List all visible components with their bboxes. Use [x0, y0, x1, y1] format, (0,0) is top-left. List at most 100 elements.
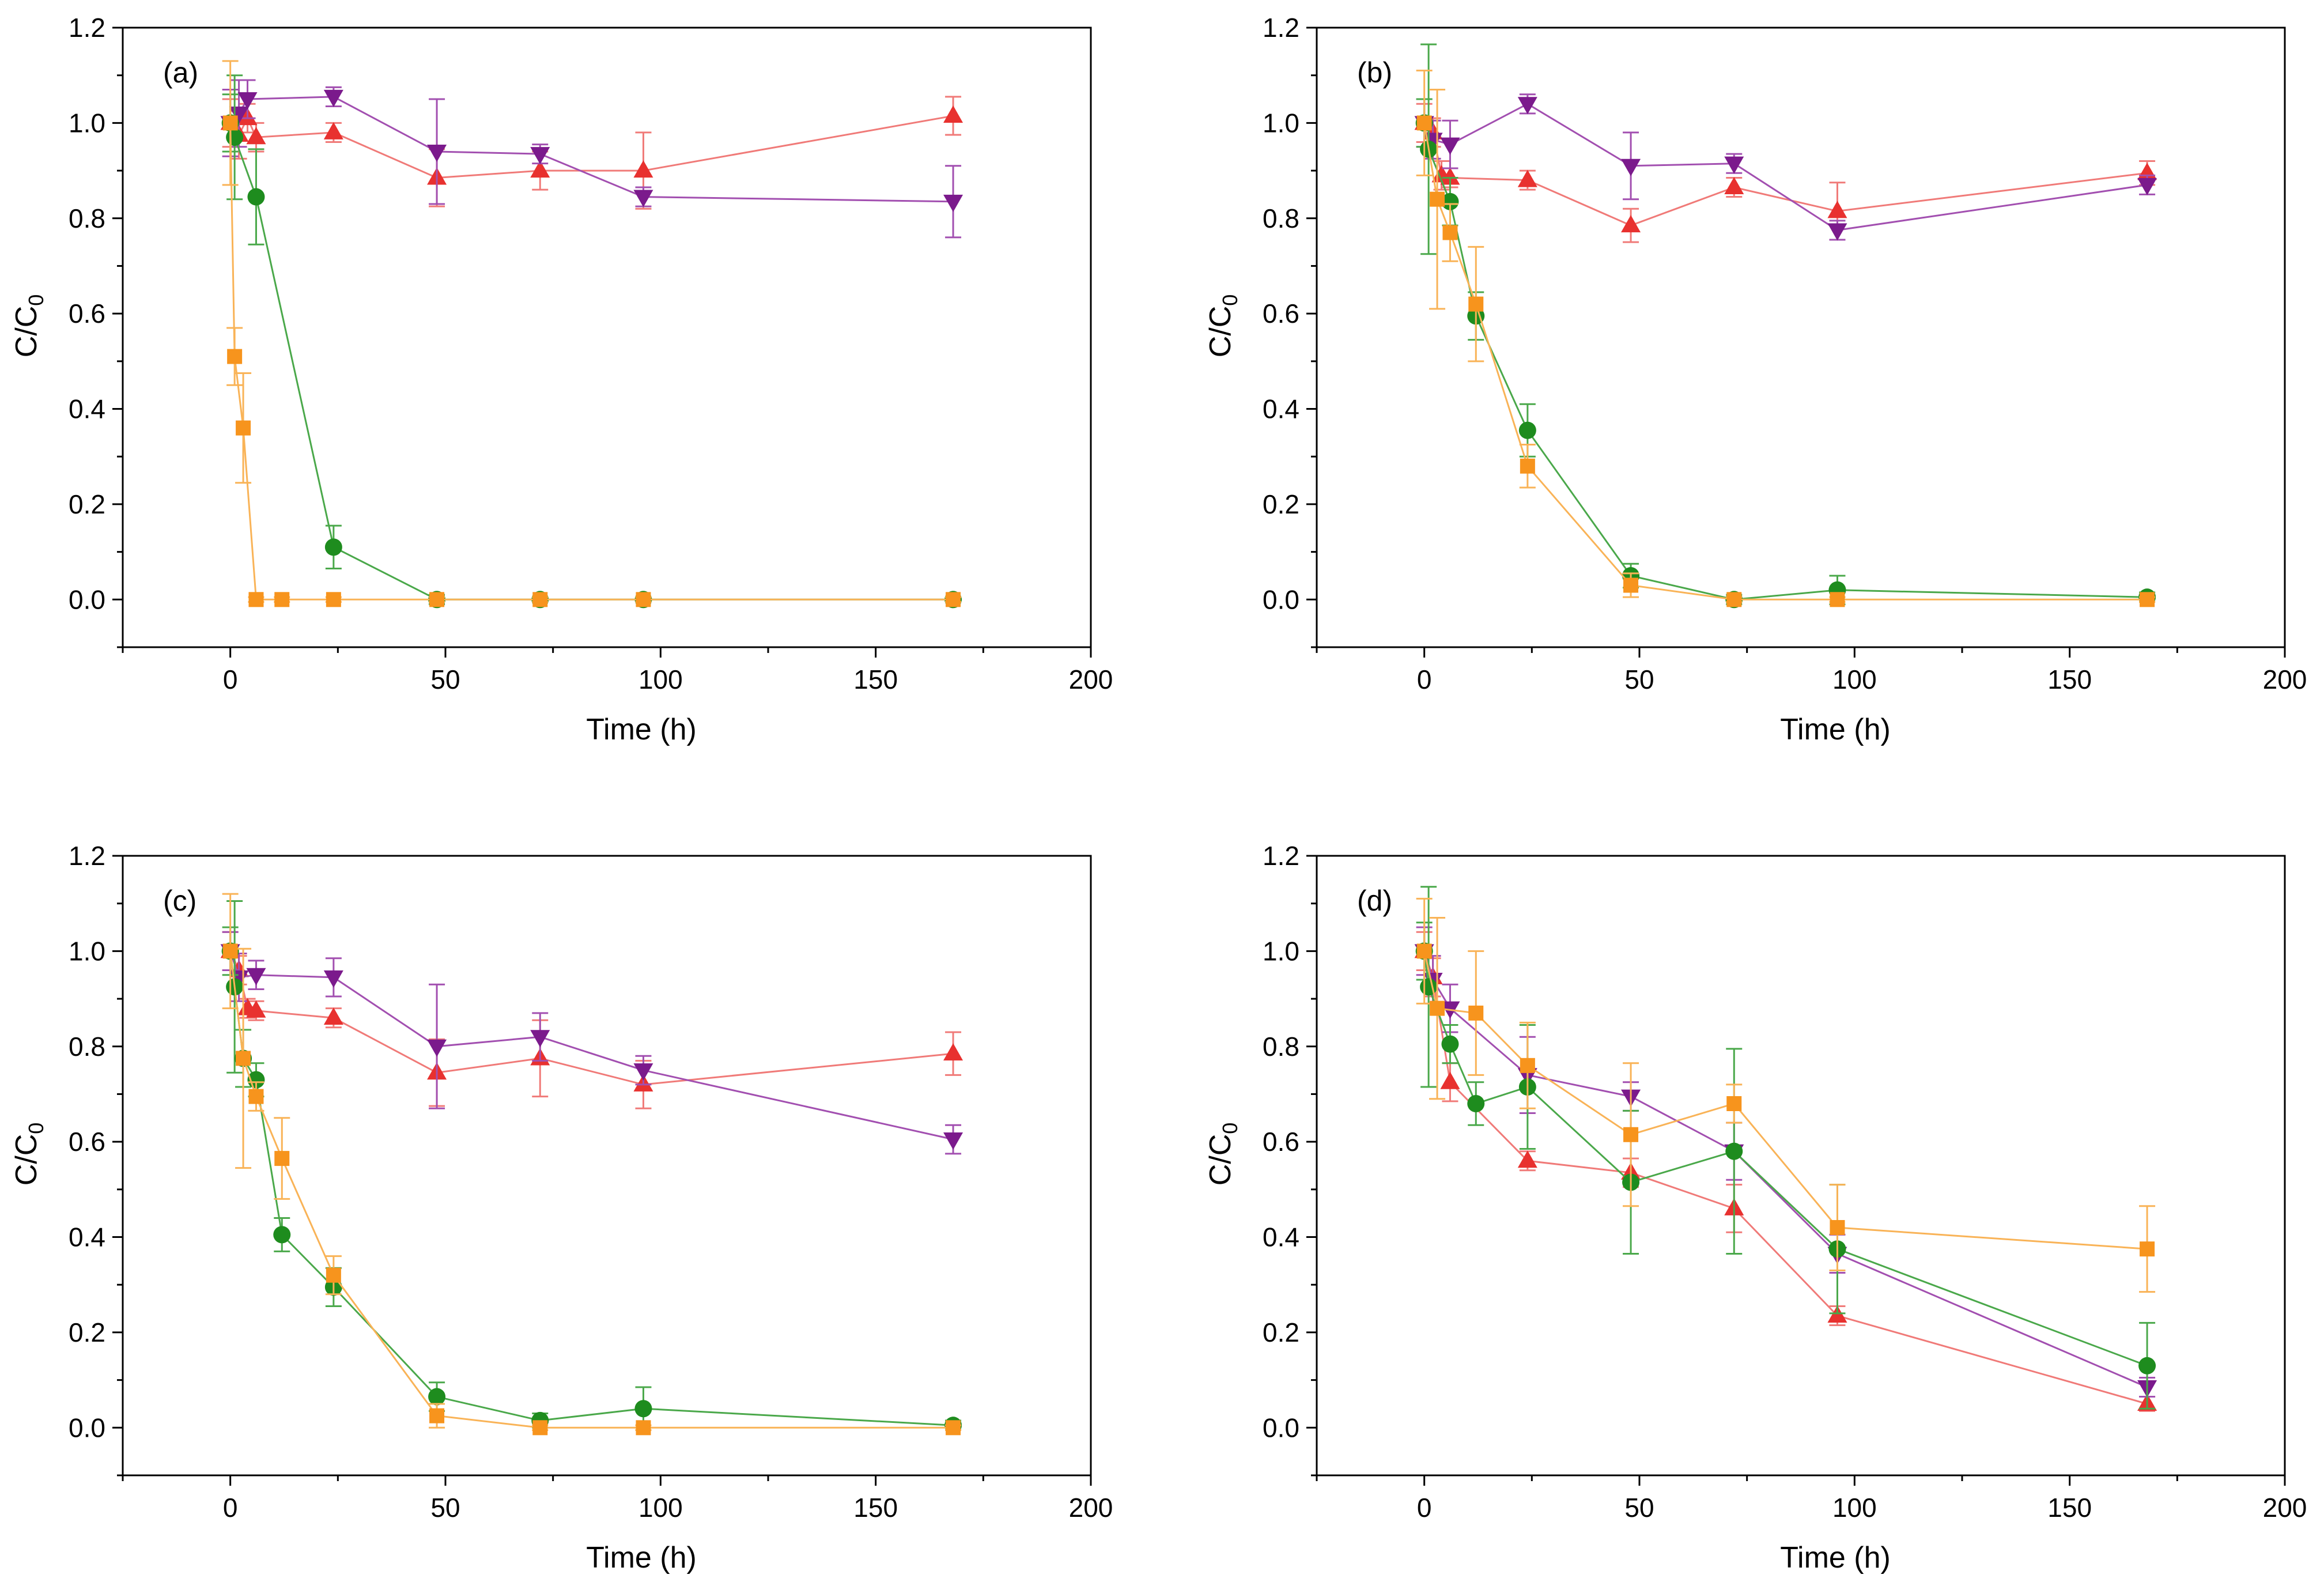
x-tick-label: 0	[223, 664, 238, 694]
x-tick-label: 200	[1069, 1493, 1113, 1523]
y-tick-label: 1.0	[69, 108, 105, 138]
data-point-red	[1724, 177, 1744, 195]
data-point-red	[1517, 1150, 1537, 1168]
data-point-red	[1827, 201, 1847, 218]
data-point-orange	[946, 1420, 961, 1436]
y-tick-label: 0.8	[1263, 1032, 1299, 1062]
y-axis-title-subscript: 0	[1218, 1123, 1242, 1134]
x-tick-label: 50	[430, 664, 460, 694]
data-point-red	[530, 160, 550, 178]
series-orange	[222, 893, 962, 1436]
series-line-orange	[229, 123, 954, 601]
x-tick-label: 50	[430, 1493, 460, 1523]
data-point-orange	[1430, 191, 1445, 207]
y-tick-label: 0.0	[69, 584, 105, 614]
y-axis-title-main: C/C	[1204, 1134, 1237, 1186]
y-tick-label: 1.0	[1263, 108, 1299, 138]
x-tick-label: 0	[1417, 1493, 1432, 1523]
data-point-red	[943, 1043, 963, 1061]
y-tick-label: 0.4	[1263, 394, 1299, 424]
data-point-orange	[429, 1408, 445, 1423]
data-point-orange	[1416, 943, 1432, 959]
data-point-purple	[1621, 158, 1641, 176]
y-tick-label: 0.8	[1263, 203, 1299, 233]
y-tick-label: 0.0	[1263, 1413, 1299, 1442]
data-point-green	[428, 1388, 446, 1406]
data-point-red	[1517, 169, 1537, 187]
data-point-red	[323, 1007, 343, 1025]
data-point-orange	[2140, 592, 2155, 607]
data-point-red	[246, 127, 266, 145]
y-tick-label: 0.6	[69, 299, 105, 328]
data-point-green	[1441, 1035, 1459, 1053]
x-tick-label: 0	[1417, 664, 1432, 694]
data-point-orange	[1520, 458, 1535, 474]
data-point-orange	[1468, 1005, 1484, 1021]
y-tick-label: 0.6	[1263, 1127, 1299, 1157]
data-point-purple	[237, 92, 258, 110]
data-point-orange	[429, 592, 445, 607]
series-orange	[222, 60, 962, 607]
y-tick-label: 0.0	[1263, 584, 1299, 614]
y-axis-title: C/C0	[1204, 294, 1242, 358]
data-point-orange	[248, 592, 264, 607]
data-point-purple	[1827, 223, 1847, 241]
x-axis-title: Time (h)	[1780, 1541, 1891, 1574]
x-tick-label: 100	[1832, 664, 1877, 694]
y-tick-label: 0.2	[1263, 489, 1299, 519]
data-point-orange	[326, 592, 341, 607]
x-tick-label: 200	[1069, 664, 1113, 694]
data-point-purple	[323, 970, 343, 988]
data-point-green	[1441, 192, 1459, 210]
panel-label: (d)	[1357, 885, 1392, 917]
plot-frame	[1316, 27, 2286, 648]
y-tick-label: 0.6	[69, 1127, 105, 1157]
y-tick-label: 1.2	[69, 841, 105, 871]
chart-panel-d: 0 50 100 150 200 0.0 0.2 0.4 0.6 0.8 1.0 1.2 Time (h…	[1204, 841, 2307, 1574]
y-tick-label: 0.2	[1263, 1317, 1299, 1347]
y-tick-label: 1.2	[1263, 841, 1299, 871]
y-tick-label: 1.2	[69, 13, 105, 43]
data-point-orange	[1623, 577, 1639, 593]
data-point-purple	[943, 194, 963, 212]
data-point-orange	[222, 943, 238, 959]
data-point-orange	[236, 1051, 251, 1066]
x-tick-label: 150	[853, 1493, 898, 1523]
data-point-red	[323, 122, 343, 139]
data-point-orange	[227, 349, 243, 364]
y-axis-title: C/C0	[10, 1123, 48, 1186]
data-point-red	[1440, 167, 1460, 185]
x-tick-label: 50	[1624, 1493, 1654, 1523]
y-tick-label: 0.4	[1263, 1222, 1299, 1252]
data-point-green	[247, 188, 265, 206]
x-tick-label: 200	[2263, 664, 2307, 694]
y-axis-title-main: C/C	[10, 1134, 43, 1186]
data-point-orange	[1726, 592, 1742, 607]
chart-panel-b: 0 50 100 150 200 0.0 0.2 0.4 0.6 0.8 1.0 1.2 Time (h…	[1204, 13, 2307, 746]
data-point-purple	[530, 147, 550, 165]
data-point-purple	[1440, 137, 1460, 155]
chart-panel-c: 0 50 100 150 200 0.0 0.2 0.4 0.6 0.8 1.0 1.2 Time (h…	[10, 841, 1113, 1574]
chart-panel-a: 0 50 100 150 200 0.0 0.2 0.4 0.6 0.8 1.0 1.2 Time (h…	[10, 13, 1113, 746]
data-point-purple	[2137, 178, 2157, 195]
data-point-orange	[248, 1089, 264, 1104]
data-point-orange	[946, 592, 961, 607]
y-tick-label: 0.8	[69, 1032, 105, 1062]
data-point-orange	[1623, 1127, 1639, 1142]
data-point-orange	[236, 420, 251, 436]
y-tick-label: 0.0	[69, 1413, 105, 1442]
data-point-red	[246, 1000, 266, 1018]
x-tick-label: 150	[853, 664, 898, 694]
y-axis-title: C/C0	[1204, 1123, 1242, 1186]
data-point-orange	[1468, 296, 1484, 312]
data-point-purple	[1724, 156, 1744, 174]
data-point-red	[1440, 1071, 1460, 1089]
x-tick-label: 200	[2263, 1493, 2307, 1523]
data-point-orange	[326, 1267, 341, 1283]
panel-label: (a)	[163, 56, 198, 89]
series-line-red	[1423, 950, 2148, 1405]
data-point-green	[634, 1400, 652, 1418]
y-tick-label: 1.2	[1263, 13, 1299, 43]
series-orange	[1416, 69, 2156, 607]
